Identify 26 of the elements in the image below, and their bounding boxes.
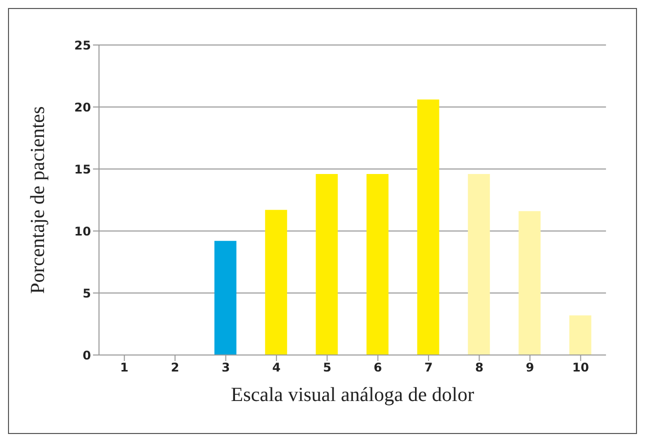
y-tick-label: 0 [82,348,91,362]
y-tick-label: 20 [74,100,91,114]
bar [316,174,338,355]
x-tick-label: 8 [475,360,484,375]
bar [518,211,541,355]
x-tick-label: 4 [272,360,281,375]
x-tick-label: 6 [374,360,382,375]
x-axis-title: Escala visual análoga de dolor [230,384,474,406]
y-axis-title: Porcentaje de pacientes [27,106,50,294]
x-tick-label: 1 [120,360,129,375]
x-tick-label: 3 [222,360,230,375]
x-tick-label: 7 [424,360,433,375]
y-tick-label: 15 [74,162,91,176]
x-tick-label: 5 [322,360,332,375]
y-tick-label: 25 [74,38,91,52]
bar [417,100,440,355]
x-tick-label: 9 [526,360,534,375]
bar [214,240,236,355]
x-tick-label: 10 [572,360,589,375]
y-tick-label: 5 [82,286,91,300]
bar [468,174,490,355]
y-tick-label: 10 [74,224,91,238]
bar [265,210,288,355]
bar [366,174,388,355]
bar [569,315,592,355]
x-tick-label: 2 [170,360,180,375]
